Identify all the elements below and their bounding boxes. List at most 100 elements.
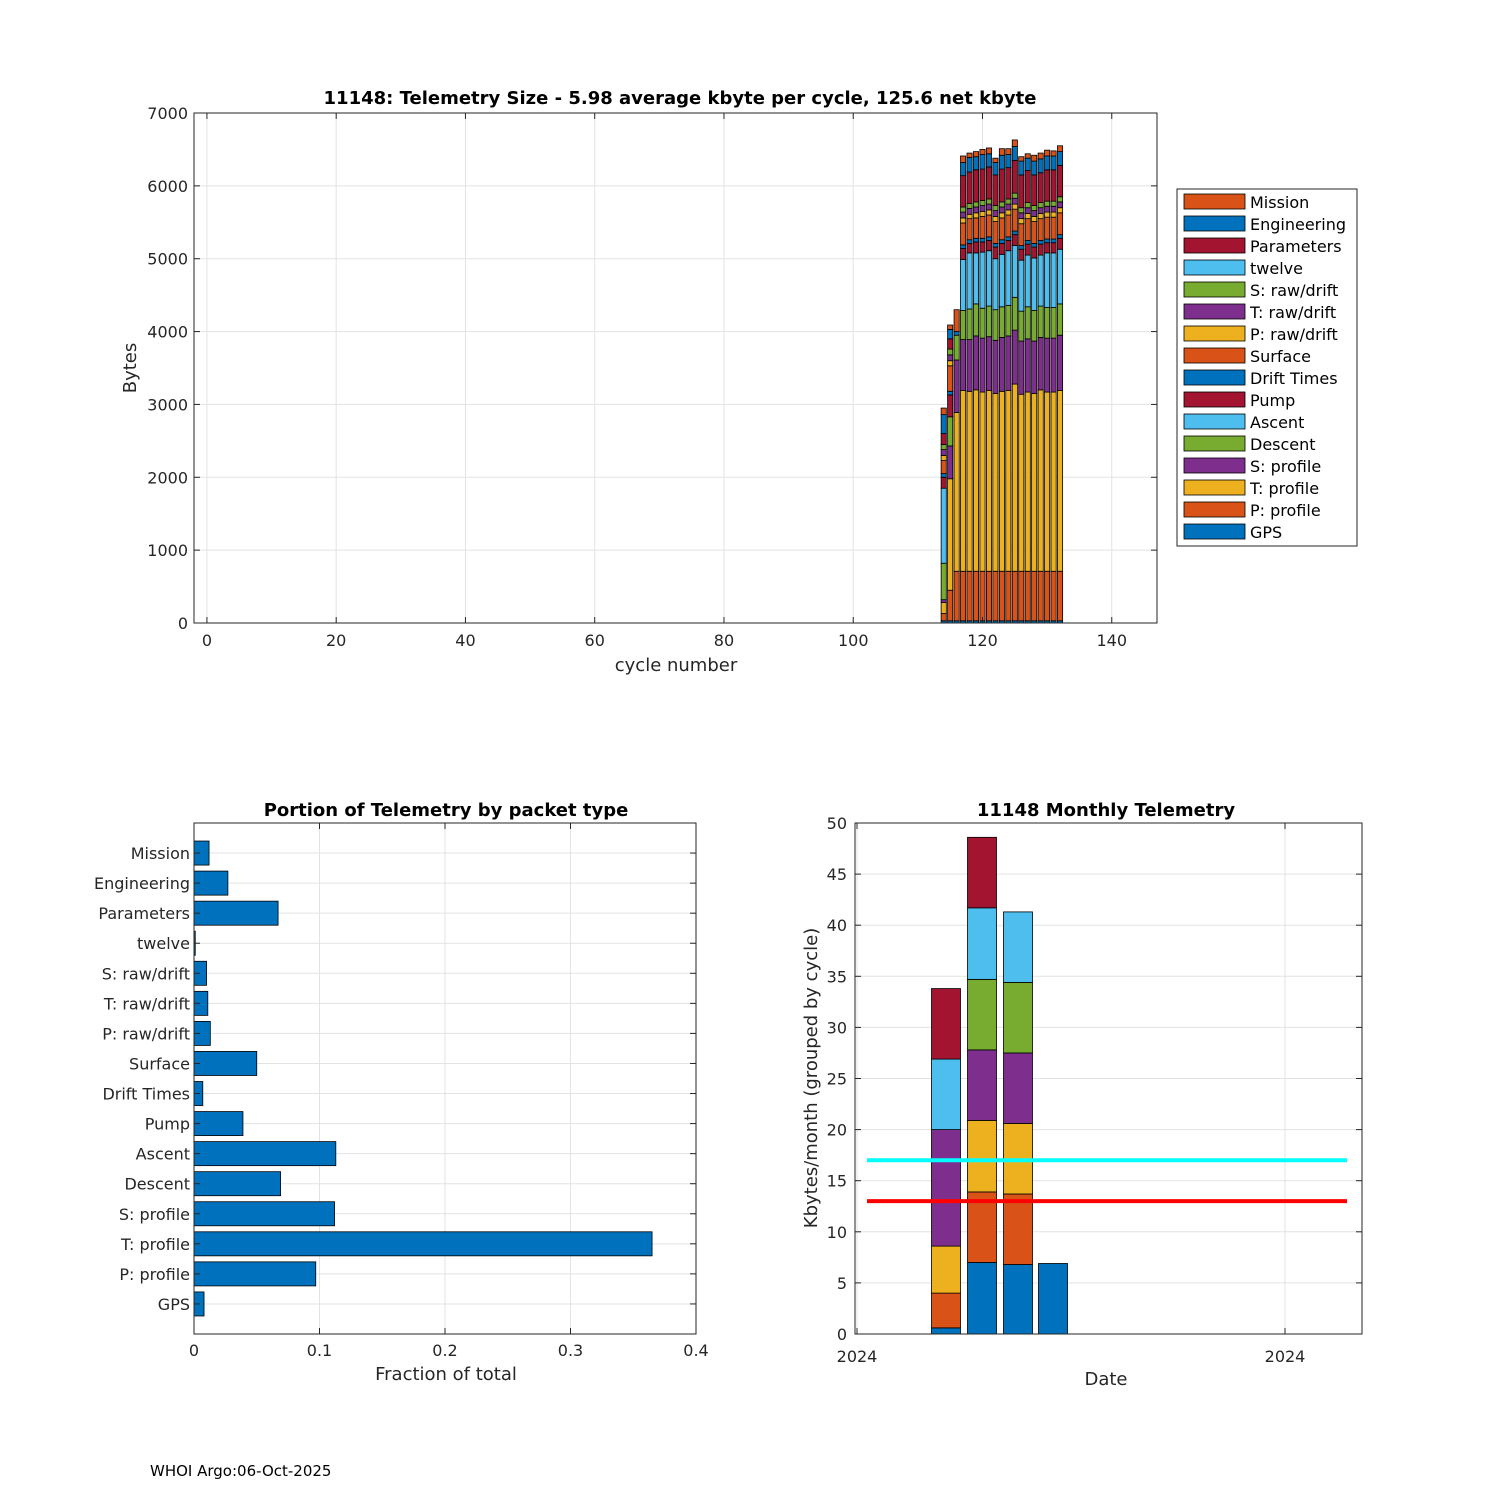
y-tick-label: 2000	[147, 468, 188, 487]
bar-segment-ascent	[979, 251, 986, 309]
bar-segment-s-raw-drift	[1050, 200, 1057, 207]
bar-segment-pump	[1044, 242, 1051, 254]
bar-segment-descent	[992, 309, 999, 341]
bar-segment-mission	[1044, 149, 1051, 157]
bar-segment-ascent	[998, 253, 1005, 308]
bar-segment-pump	[940, 476, 947, 489]
bar-segment-descent	[1044, 307, 1051, 339]
bar-segment-s-profile	[992, 339, 999, 394]
bar-segment-surface	[992, 221, 999, 244]
bar-segment-engineering	[979, 154, 986, 170]
month-bar-3	[1003, 911, 1033, 1335]
bar-segment-parameters	[992, 174, 999, 206]
bar-segment-p-profile	[966, 570, 973, 622]
bar-segment-ascent	[1011, 245, 1018, 298]
legend-label-ascent: Ascent	[1250, 413, 1304, 432]
bar-segment-mission	[979, 149, 986, 155]
month-segment-yellow	[967, 1120, 997, 1193]
bar-segment-t-profile	[992, 393, 999, 572]
bar-segment-parameters	[1018, 174, 1025, 209]
month-segment-cyan	[1003, 911, 1033, 983]
x-tick-label: 0.4	[683, 1341, 708, 1360]
month-segment-purple	[1003, 1052, 1033, 1124]
monthly-telemetry-chart: 11148 Monthly Telemetry 2024 202405101520…	[801, 800, 1363, 1390]
monthly-xlabel: Date	[1084, 1369, 1127, 1390]
category-label-p-raw-drift: P: raw/drift	[102, 1024, 190, 1043]
legend-label-mission: Mission	[1250, 193, 1309, 212]
legend-label-p-profile: P: profile	[1250, 501, 1321, 520]
bar-segment-s-profile	[1037, 336, 1044, 391]
bar-segment-t-raw-drift	[1005, 203, 1012, 211]
y-tick-label: 40	[827, 916, 847, 935]
bar-segment-s-profile	[1024, 338, 1031, 393]
category-label-p-profile: P: profile	[119, 1265, 190, 1284]
cycle-bar-121	[985, 147, 992, 624]
bar-segment-descent	[1057, 303, 1064, 336]
bar-segment-drift-times	[998, 239, 1005, 244]
bar-segment-t-profile	[1044, 391, 1051, 572]
bar-segment-p-profile	[992, 570, 999, 622]
x-tick-label: 2024	[837, 1347, 878, 1366]
x-tick-label: 0.1	[307, 1341, 332, 1360]
legend-label-descent: Descent	[1250, 435, 1316, 454]
cycle-bar-132	[1057, 145, 1064, 624]
bar-segment-p-raw-drift	[985, 209, 992, 216]
y-tick-label: 0	[837, 1325, 847, 1344]
bar-segment-surface	[1037, 218, 1044, 241]
category-label-s-profile: S: profile	[119, 1205, 190, 1224]
telemetry-size-chart: 11148: Telemetry Size - 5.98 average kby…	[120, 88, 1358, 676]
category-label-gps: GPS	[158, 1295, 190, 1314]
bar-segment-mission	[1050, 150, 1057, 157]
bar-segment-descent	[985, 305, 992, 338]
bar-segment-s-raw-drift	[1057, 196, 1064, 203]
category-label-mission: Mission	[131, 844, 190, 863]
legend-swatch-t-profile	[1183, 479, 1246, 496]
bar-segment-p-raw-drift	[1050, 211, 1057, 218]
month-segment-green	[967, 978, 997, 1051]
y-tick-label: 5	[837, 1274, 847, 1293]
bar-segment-pump	[973, 241, 980, 254]
y-tick-label: 10	[827, 1223, 847, 1242]
bar-segment-pump	[1024, 243, 1031, 256]
bar-segment-parameters	[940, 433, 947, 445]
legend-swatch-s-profile	[1183, 457, 1246, 474]
bar-segment-s-profile	[1050, 337, 1057, 393]
bar-segment-s-raw-drift	[1018, 207, 1025, 214]
month-segment-cyan	[931, 1058, 961, 1131]
bar-segment-t-raw-drift	[1057, 201, 1064, 209]
bar-segment-engineering	[985, 153, 992, 168]
category-label-drift-times: Drift Times	[102, 1085, 190, 1104]
bar-segment-descent	[1011, 296, 1018, 331]
bar-segment-drift-times	[1044, 238, 1051, 244]
bar-segment-descent	[1024, 306, 1031, 340]
legend-swatch-mission	[1183, 193, 1246, 210]
bar-segment-t-raw-drift	[992, 210, 999, 217]
bar-segment-parameters	[1024, 170, 1031, 204]
bar-segment-surface	[1057, 212, 1064, 236]
bar-segment-s-profile	[953, 359, 960, 413]
bar-segment-pump	[998, 243, 1005, 255]
bar-segment-p-raw-drift	[992, 216, 999, 222]
bar-segment-parameters	[947, 338, 954, 350]
x-tick-label: 100	[838, 631, 869, 650]
month-segment-blue	[967, 1262, 997, 1335]
bar-segment-parameters	[985, 166, 992, 200]
bar-segment-p-raw-drift	[966, 213, 973, 220]
bar-segment-surface	[998, 217, 1005, 241]
telemetry-size-bars	[940, 139, 1064, 624]
portion-bar-surface	[193, 1051, 258, 1076]
legend-label-s-profile: S: profile	[1250, 457, 1321, 476]
bar-segment-pump	[966, 243, 973, 254]
bar-segment-parameters	[960, 175, 967, 208]
x-tick-label: 120	[967, 631, 998, 650]
bar-segment-surface	[979, 216, 986, 239]
bar-segment-engineering	[1024, 157, 1031, 171]
bar-segment-s-profile	[960, 339, 967, 391]
portion-bars	[193, 840, 653, 1317]
bar-segment-pump	[1050, 242, 1057, 254]
bar-segment-drift-times	[1024, 240, 1031, 245]
x-tick-label: 0.2	[432, 1341, 457, 1360]
bar-segment-t-raw-drift	[1011, 197, 1018, 205]
bar-segment-parameters	[1037, 172, 1044, 204]
bar-segment-s-profile	[985, 336, 992, 391]
